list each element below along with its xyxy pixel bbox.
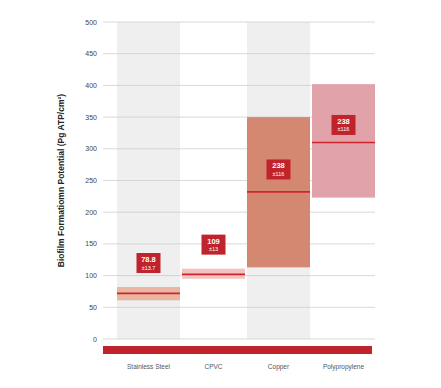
- mean-line: [117, 293, 180, 295]
- category-label: Stainless Steel: [127, 363, 171, 370]
- annotation: 238: [272, 161, 285, 170]
- mean-line: [247, 191, 310, 193]
- label-box: [202, 235, 226, 255]
- annotation: ±116: [338, 126, 350, 132]
- tick-label: 450: [85, 50, 97, 57]
- mean-line: [182, 274, 245, 276]
- axis-title: Biofilm Formatiomn Potential (Pg ATP/cm²…: [56, 94, 66, 267]
- tick-label: 300: [85, 145, 97, 152]
- range-bar: [182, 269, 245, 279]
- tick-label: 500: [85, 19, 97, 26]
- label-box: [267, 159, 291, 179]
- annotation: ±13: [209, 246, 218, 252]
- annotation: 109: [207, 237, 220, 246]
- grid-line: [103, 243, 375, 244]
- tick-label: 250: [85, 177, 97, 184]
- annotation: ±13.7: [142, 265, 156, 271]
- grid-line: [103, 307, 375, 308]
- annotation: 78.8: [141, 255, 156, 264]
- tick-label: 350: [85, 114, 97, 121]
- chart: 0 50 100 150 200 250 300 350 400 450 500 Biofilm Fo…: [0, 0, 441, 388]
- range-bar: [312, 84, 375, 197]
- baseline-bar: [103, 346, 372, 354]
- tick-label: 50: [89, 304, 97, 311]
- annotation: 238: [337, 117, 350, 126]
- tick-label: 150: [85, 240, 97, 247]
- category-label: Polypropylene: [323, 363, 365, 371]
- grid-line: [103, 53, 375, 54]
- tick-label: 100: [85, 272, 97, 279]
- range-bar: [117, 287, 180, 300]
- mean-line: [312, 142, 375, 144]
- grid-line: [103, 339, 375, 340]
- tick-label: 400: [85, 82, 97, 89]
- tick-label: 0: [93, 336, 97, 343]
- category-label: CPVC: [204, 363, 222, 370]
- column-background: [247, 22, 310, 339]
- tick-label: 200: [85, 209, 97, 216]
- category-label: Copper: [268, 363, 290, 371]
- grid-line: [103, 212, 375, 213]
- grid-line: [103, 22, 375, 23]
- label-box: [137, 253, 161, 273]
- label-box: [332, 115, 356, 135]
- marks: [117, 84, 375, 300]
- annotation: ±116: [273, 171, 285, 177]
- range-bar: [247, 117, 310, 267]
